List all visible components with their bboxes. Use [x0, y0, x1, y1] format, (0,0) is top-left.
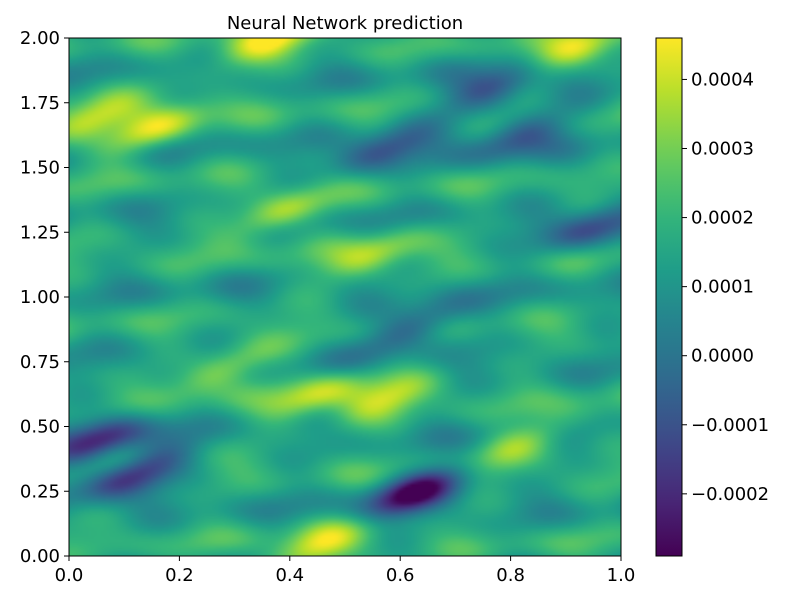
y-tick-label: 0.25 — [20, 481, 60, 502]
colorbar-tick-label: 0.0004 — [691, 69, 754, 90]
y-tick-label: 0.00 — [20, 546, 60, 567]
x-tick-label: 0.0 — [55, 565, 84, 586]
x-tick-label: 0.4 — [275, 565, 304, 586]
y-tick-label: 1.50 — [20, 158, 60, 179]
heatmap-surface — [69, 38, 621, 556]
y-tick-label: 1.75 — [20, 93, 60, 114]
colorbar-tick-label: 0.0000 — [691, 346, 754, 367]
y-tick-label: 1.25 — [20, 222, 60, 243]
x-tick-label: 0.2 — [165, 565, 194, 586]
colorbar-tick-label: 0.0002 — [691, 208, 754, 229]
y-tick-label: 1.00 — [20, 287, 60, 308]
x-tick-label: 0.8 — [496, 565, 525, 586]
y-tick-label: 0.75 — [20, 352, 60, 373]
x-tick-label: 0.6 — [386, 565, 415, 586]
colorbar-tick-label: 0.0003 — [691, 139, 754, 160]
colorbar — [655, 37, 683, 557]
y-axis: 0.00 0.25 0.50 0.75 1.00 1.25 1.50 1.75 2.00 — [20, 28, 69, 567]
colorbar-tick-label: −0.0001 — [691, 415, 769, 436]
chart-title: Neural Network prediction — [227, 13, 463, 34]
colorbar-axis: −0.0002 −0.0001 0.0000 0.0001 0.0002 0.0003 0.… — [682, 69, 769, 505]
y-tick-label: 0.50 — [20, 417, 60, 438]
colorbar-tick-label: 0.0001 — [691, 277, 754, 298]
colorbar-tick-label: −0.0002 — [691, 484, 769, 505]
x-axis: 0.0 0.2 0.4 0.6 0.8 1.0 — [55, 556, 636, 586]
x-tick-label: 1.0 — [607, 565, 636, 586]
y-tick-label: 2.00 — [20, 28, 60, 49]
